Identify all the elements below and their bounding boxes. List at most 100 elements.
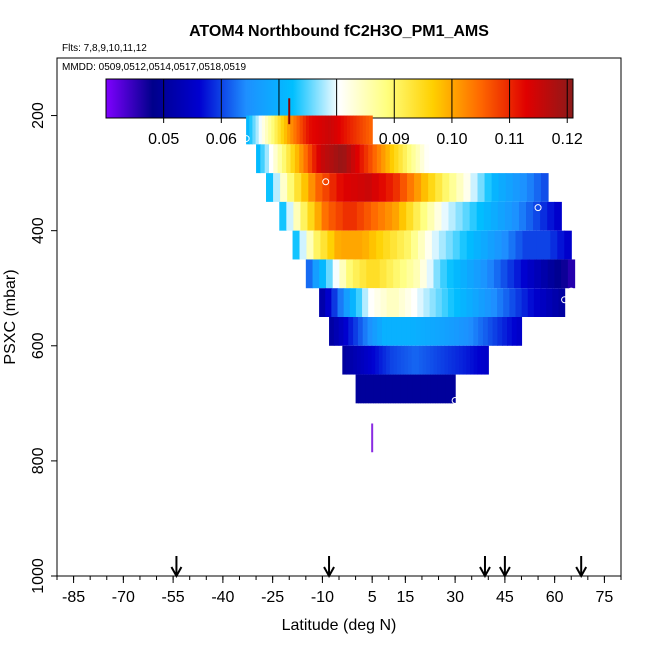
heatmap-cell: [424, 144, 430, 174]
heatmap-cell: [340, 115, 345, 145]
heatmap-cell: [249, 115, 254, 145]
heatmap-cell: [377, 374, 382, 404]
heatmap-cell: [274, 115, 279, 145]
heatmap-cell: [346, 115, 351, 145]
heatmap-cell: [393, 345, 398, 375]
heatmap-cell: [312, 259, 320, 289]
heatmap-cell: [459, 230, 468, 260]
heatmap-cell: [429, 345, 435, 375]
heatmap-cell: [362, 230, 370, 260]
chart-title: ATOM4 Northbound fC2H3O_PM1_AMS: [189, 23, 489, 40]
heatmap-cell: [369, 115, 373, 145]
heatmap-cell: [360, 345, 365, 375]
heatmap-cell: [557, 230, 565, 260]
heatmap-cell: [331, 115, 335, 145]
heatmap-cell: [343, 115, 348, 145]
heatmap-cell: [398, 144, 404, 174]
heatmap-cell: [334, 230, 342, 260]
heatmap-cell: [437, 345, 442, 375]
heatmap-cell: [467, 259, 475, 289]
x-tick-label: -10: [311, 589, 334, 606]
heatmap-cell: [303, 144, 309, 174]
heatmap-cell: [277, 144, 283, 174]
heatmap-cell: [349, 345, 354, 375]
heatmap-cell: [444, 317, 450, 346]
heatmap-cell: [315, 115, 320, 145]
heatmap-cell: [411, 144, 417, 174]
heatmap-cell: [376, 144, 382, 174]
heatmap-cell: [321, 115, 326, 145]
heatmap-cell: [441, 201, 450, 231]
heatmap-cell: [342, 201, 351, 231]
heatmap-cell: [473, 317, 479, 346]
heatmap-cell: [564, 230, 572, 260]
heatmap-cell: [447, 374, 451, 404]
heatmap-cell: [349, 201, 358, 231]
heatmap-cell: [547, 201, 555, 231]
heatmap-cell: [406, 317, 412, 346]
heatmap-cell: [460, 288, 467, 317]
heatmap-cell: [401, 317, 407, 346]
heatmap-cell: [432, 374, 436, 404]
heatmap-cell: [440, 374, 444, 404]
colorbar-tick-label: 0.05: [148, 131, 179, 148]
heatmap-cell: [522, 230, 531, 260]
heatmap-cell: [440, 345, 446, 375]
heatmap-cell: [390, 374, 394, 404]
x-tick-label: 5: [368, 589, 377, 606]
heatmap-cell: [435, 288, 443, 317]
heatmap-cell: [451, 345, 457, 375]
heatmap-cell: [445, 374, 449, 404]
heatmap-cell: [309, 115, 313, 145]
heatmap-cell: [302, 115, 307, 145]
heatmap-cell: [255, 115, 260, 145]
heatmap-cell: [293, 201, 302, 231]
heatmap-cell: [299, 230, 308, 260]
heatmap-cell: [321, 201, 330, 231]
heatmap-cell: [454, 288, 461, 317]
heatmap-cell: [371, 345, 376, 375]
heatmap-cell: [368, 374, 372, 404]
heatmap-cell: [473, 230, 482, 260]
heatmap-cell: [377, 317, 383, 346]
heatmap-cell: [268, 115, 272, 145]
heatmap-cell: [502, 317, 508, 346]
heatmap-cell: [410, 230, 419, 260]
heatmap-cell: [305, 115, 310, 145]
heatmap-cell: [320, 144, 326, 174]
heatmap-cell: [392, 288, 400, 317]
heatmap-cell: [299, 115, 304, 145]
heatmap-cell: [420, 259, 428, 289]
heatmap-cell: [378, 173, 387, 202]
heatmap-cell: [419, 144, 425, 174]
heatmap-cell: [312, 115, 317, 145]
colorbar-tick-label: 0.10: [436, 131, 467, 148]
heatmap-cell: [342, 144, 348, 174]
heatmap-cell: [437, 374, 441, 404]
x-tick-label: 15: [396, 589, 414, 606]
heatmap-cell: [417, 230, 426, 260]
heatmap-cell: [504, 201, 513, 231]
heatmap-cell: [493, 259, 502, 289]
heatmap-cell: [422, 345, 427, 375]
heatmap-cell: [472, 288, 480, 317]
heatmap-cell: [385, 173, 394, 202]
heatmap-cell: [359, 259, 367, 289]
heatmap-cell: [327, 230, 335, 260]
heatmap-cell: [315, 173, 324, 202]
heatmap-cell: [365, 115, 370, 145]
heatmap-cell: [552, 288, 560, 317]
heatmap-cell: [308, 173, 316, 202]
circle-marker: [242, 135, 250, 143]
heatmap-cell: [494, 230, 503, 260]
heatmap-cell: [337, 288, 345, 317]
heatmap-cell: [511, 317, 518, 346]
heatmap-cell: [364, 173, 373, 202]
heatmap-cell: [335, 201, 344, 231]
heatmap-cell: [484, 173, 493, 202]
circle-marker: [451, 396, 459, 404]
heatmap-cell: [372, 144, 378, 174]
y-tick-label: 800: [30, 447, 47, 474]
x-tick-label: -55: [162, 589, 185, 606]
